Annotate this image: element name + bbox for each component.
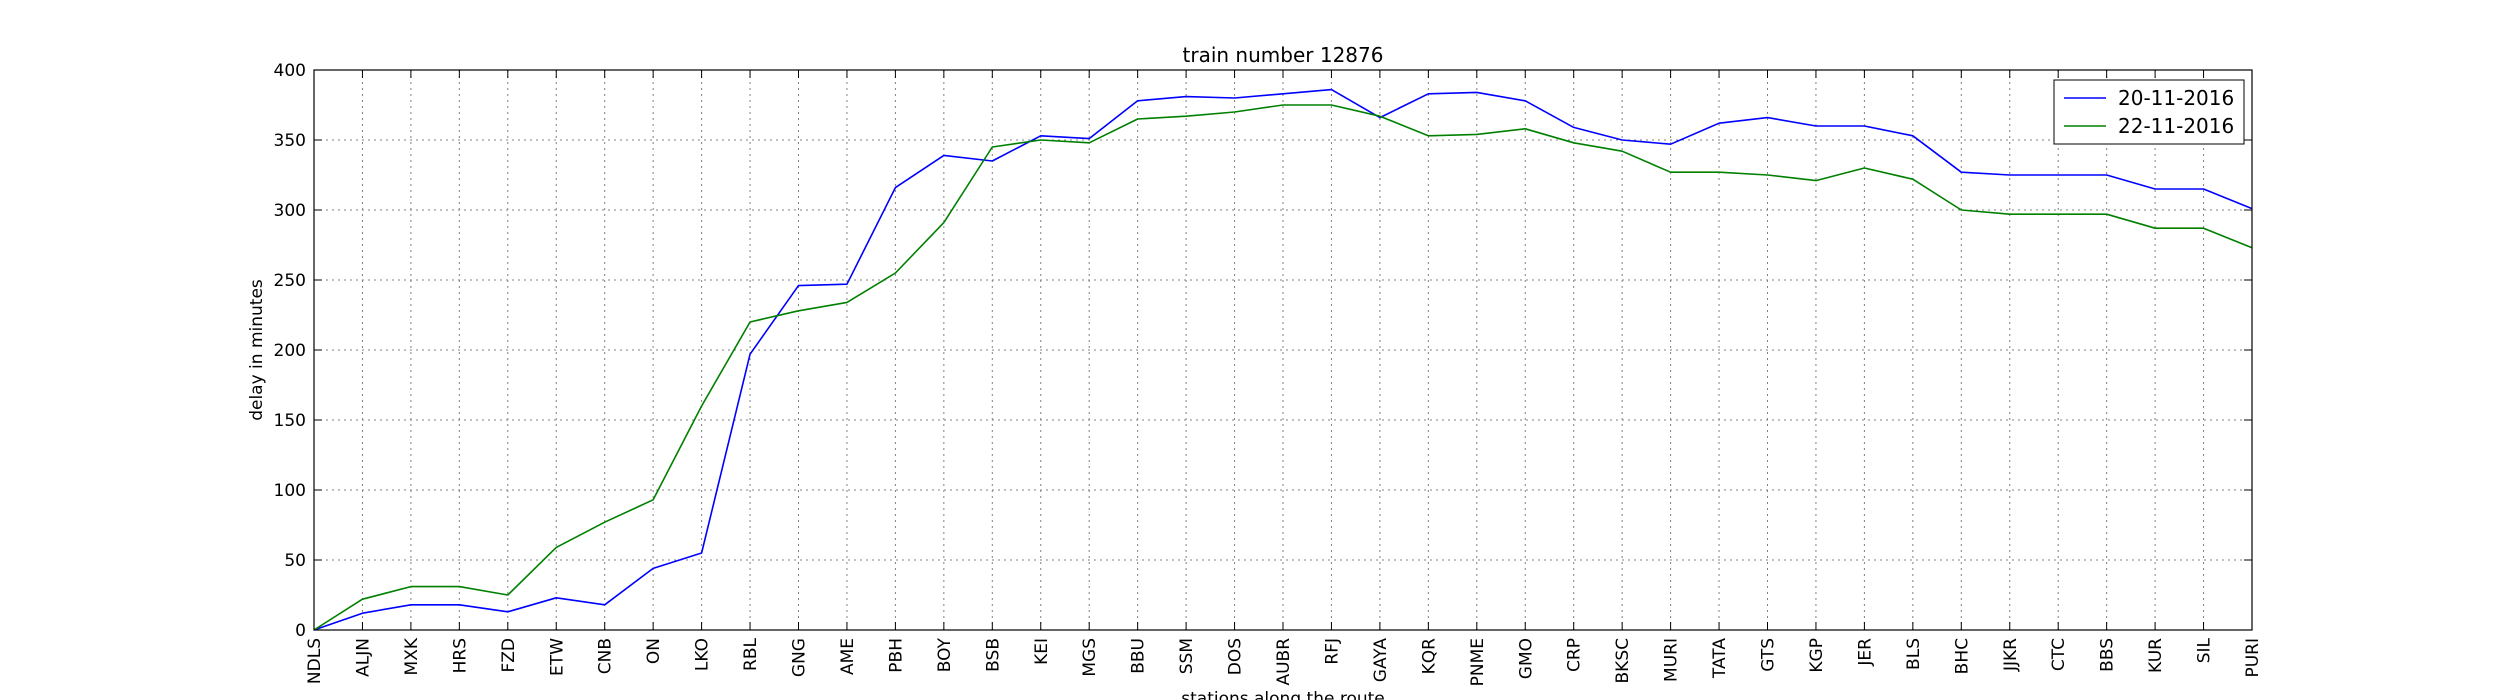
x-tick-label: GMO xyxy=(1516,638,1536,679)
x-tick-label: PURI xyxy=(2243,638,2263,678)
legend-label: 22-11-2016 xyxy=(2118,114,2234,138)
x-tick-label: CNB xyxy=(596,638,616,674)
x-tick-label: ALJN xyxy=(353,638,373,677)
legend-box xyxy=(2053,79,2245,145)
axis-ticks: 0 50 100 150 200 250 300 350 400 NDLS ALJN MXK HRS FZ… xyxy=(274,61,2263,686)
x-tick-label: ETW xyxy=(547,638,567,676)
x-tick-label: MXK xyxy=(402,637,422,675)
x-tick-label: JJKR xyxy=(2001,638,2021,672)
series-line xyxy=(313,88,2253,631)
x-tick-label: KEI xyxy=(1032,638,1052,665)
x-axis-label: stations along the route xyxy=(1181,689,1385,700)
x-tick-label: BOY xyxy=(935,637,955,672)
x-tick-label: AUBR xyxy=(1274,638,1294,686)
x-tick-label: JER xyxy=(1855,638,1875,667)
x-tick-label: KUR xyxy=(2146,638,2166,673)
x-tick-label: RFJ xyxy=(1322,638,1342,665)
x-tick-label: CRP xyxy=(1565,638,1585,672)
x-tick-label: ON xyxy=(644,638,664,664)
x-tick-label: HRS xyxy=(450,638,470,673)
x-tick-label: SSM xyxy=(1177,638,1197,674)
y-tick-label: 150 xyxy=(274,411,306,431)
y-tick-label: 200 xyxy=(274,341,306,361)
chart-title: train number 12876 xyxy=(1183,43,1384,67)
x-tick-label: PBH xyxy=(886,638,906,673)
x-tick-label: FZD xyxy=(499,638,519,673)
series-lines xyxy=(313,88,2253,631)
y-tick-label: 0 xyxy=(295,621,306,641)
x-tick-label: BBU xyxy=(1129,638,1149,674)
x-tick-label: CTC xyxy=(2049,638,2069,671)
legend-label: 20-11-2016 xyxy=(2118,86,2234,110)
series-line xyxy=(313,104,2253,631)
x-tick-label: KQR xyxy=(1419,638,1439,675)
x-tick-label: SIL xyxy=(2195,637,2215,663)
x-tick-label: MGS xyxy=(1080,638,1100,677)
x-tick-label: GAYA xyxy=(1371,638,1391,683)
y-tick-label: 250 xyxy=(274,271,306,291)
y-axis-label: delay in minutes xyxy=(247,279,267,421)
x-tick-label: MURI xyxy=(1662,638,1682,682)
x-tick-label: BBS xyxy=(2098,638,2118,672)
y-tick-label: 300 xyxy=(274,201,306,221)
x-tick-label: RBL xyxy=(741,637,761,670)
legend: 20-11-2016 22-11-2016 xyxy=(2053,79,2245,145)
x-tick-label: LKO xyxy=(693,638,713,671)
x-tick-label: BLS xyxy=(1904,638,1924,670)
y-tick-label: 400 xyxy=(274,61,306,81)
x-tick-label: GNG xyxy=(790,638,810,677)
y-tick-label: 50 xyxy=(284,551,306,571)
x-tick-label: BKSC xyxy=(1613,638,1633,683)
x-tick-label: BHC xyxy=(1952,638,1972,674)
x-tick-label: TATA xyxy=(1710,638,1730,679)
x-tick-label: NDLS xyxy=(305,638,325,684)
x-tick-label: BSB xyxy=(983,638,1003,672)
y-tick-label: 350 xyxy=(274,131,306,151)
x-tick-label: GTS xyxy=(1759,638,1779,672)
x-tick-label: AME xyxy=(838,638,858,675)
x-tick-label: DOS xyxy=(1226,638,1246,675)
y-tick-label: 100 xyxy=(274,481,306,501)
x-tick-label: PNME xyxy=(1468,638,1488,686)
x-tick-label: KGP xyxy=(1807,638,1827,673)
